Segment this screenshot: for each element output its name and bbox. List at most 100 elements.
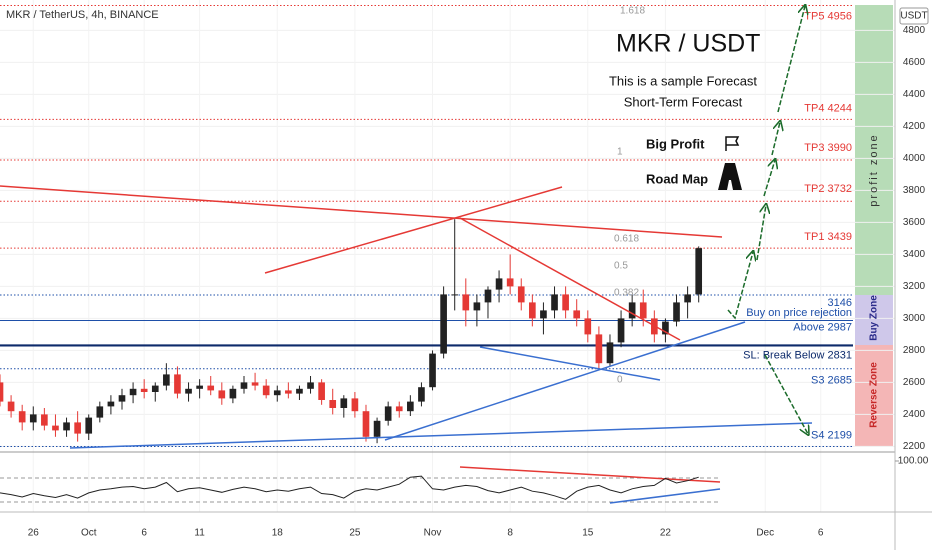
y-tick-label: 4000	[903, 153, 926, 164]
rsi-trend	[609, 488, 721, 504]
candle-body	[307, 382, 314, 389]
candle-body	[229, 388, 237, 399]
level-label: TP4 4244	[804, 102, 852, 114]
buy-zone	[855, 295, 893, 345]
trend-line	[0, 185, 723, 238]
candle-body	[362, 411, 370, 437]
trend-lines	[0, 185, 813, 449]
zones	[855, 5, 893, 446]
level-label: S4 2199	[811, 429, 852, 441]
y-tick-label: 4400	[903, 89, 926, 100]
fib-label: 1	[617, 147, 623, 158]
fib-label: 0.5	[614, 261, 628, 272]
candle-body	[562, 294, 569, 311]
candle-body	[273, 390, 281, 396]
x-tick-label: 18	[272, 528, 284, 539]
subtitle: Short-Term Forecast	[624, 94, 743, 109]
rsi-pane	[0, 466, 721, 504]
candle-body	[395, 406, 403, 412]
level-label: TP2 3732	[804, 183, 852, 195]
arrow	[777, 6, 805, 113]
candle-body	[163, 374, 170, 386]
candle-body	[373, 420, 381, 437]
candle-body	[606, 342, 614, 364]
fib-label: 0.618	[614, 234, 639, 245]
x-tick-label: 6	[818, 528, 824, 539]
arrow	[727, 252, 753, 320]
y-tick-label: 3600	[903, 217, 926, 228]
candle-body	[74, 422, 81, 434]
levels: TP5 4956 TP4 4244 TP3 3990 TP2 3732 TP1 3439…	[0, 4, 853, 448]
y-tick-label: 4200	[903, 121, 926, 132]
candle-body	[29, 414, 37, 423]
fib-label: 0	[617, 375, 623, 386]
reverse-zone	[855, 345, 893, 446]
candle-body	[639, 302, 647, 319]
x-tick-label: 22	[660, 528, 672, 539]
fib-label: 0.382	[614, 288, 639, 299]
candle-body	[329, 400, 337, 408]
zone-label: profit zone	[868, 133, 880, 206]
candle-body	[251, 382, 259, 386]
candle-body	[151, 385, 159, 392]
level-label: TP3 3990	[804, 142, 852, 154]
headline: MKR / USDT	[616, 30, 760, 58]
candle-body	[628, 302, 636, 319]
candle-body	[52, 425, 59, 431]
level-label: SL: Break Below 2831	[743, 349, 852, 361]
candle-body	[207, 385, 215, 391]
candle-body	[41, 414, 48, 426]
candle-body	[495, 278, 503, 290]
candle-body	[529, 302, 536, 319]
level-label: 3146	[828, 297, 852, 309]
arrow	[771, 122, 780, 156]
candle-body	[662, 321, 669, 335]
x-tick-label: 11	[194, 528, 205, 539]
candle-body	[96, 406, 104, 418]
road-icon	[718, 163, 742, 190]
candle-body	[462, 294, 470, 311]
candle-body	[7, 401, 15, 412]
candles	[0, 219, 703, 444]
subtitle: This is a sample Forecast	[609, 73, 757, 88]
candle-body	[174, 374, 181, 394]
x-tick-label: 25	[349, 528, 361, 539]
y-axis-label: USDT	[900, 11, 927, 22]
candle-body	[684, 294, 691, 303]
profit-zone	[855, 5, 893, 295]
note: Big Profit	[646, 136, 705, 151]
candle-body	[129, 388, 137, 396]
y-tick-label: 2400	[903, 409, 926, 420]
buy-note: Buy on price rejection	[746, 307, 852, 319]
flag-icon	[725, 136, 740, 151]
candle-body	[351, 398, 359, 412]
forecast-arrows	[727, 6, 808, 434]
trend-line	[264, 186, 563, 274]
arrow	[764, 354, 808, 434]
candle-body	[673, 302, 680, 322]
candle-body	[451, 294, 459, 296]
candle-body	[18, 411, 26, 423]
trend-line	[384, 321, 746, 441]
candle-body	[573, 310, 581, 319]
rsi-trend	[459, 466, 721, 483]
fib-label: 1.618	[620, 6, 645, 17]
candle-body	[595, 334, 603, 364]
candle-body	[262, 385, 270, 396]
y-tick-label: 4800	[903, 25, 926, 36]
candle-body	[551, 294, 558, 311]
candle-body	[85, 417, 93, 434]
candle-body	[118, 395, 126, 402]
x-tick-label: 6	[141, 528, 147, 539]
candle-body	[0, 382, 4, 402]
y-tick-label: 3400	[903, 249, 926, 260]
candle-body	[407, 401, 414, 412]
candle-body	[384, 406, 392, 421]
y-tick-label: 2600	[903, 377, 926, 388]
candle-body	[584, 318, 592, 335]
candle-body	[340, 398, 348, 408]
level-label: TP5 4956	[804, 10, 852, 22]
y-tick-label: 3800	[903, 185, 926, 196]
